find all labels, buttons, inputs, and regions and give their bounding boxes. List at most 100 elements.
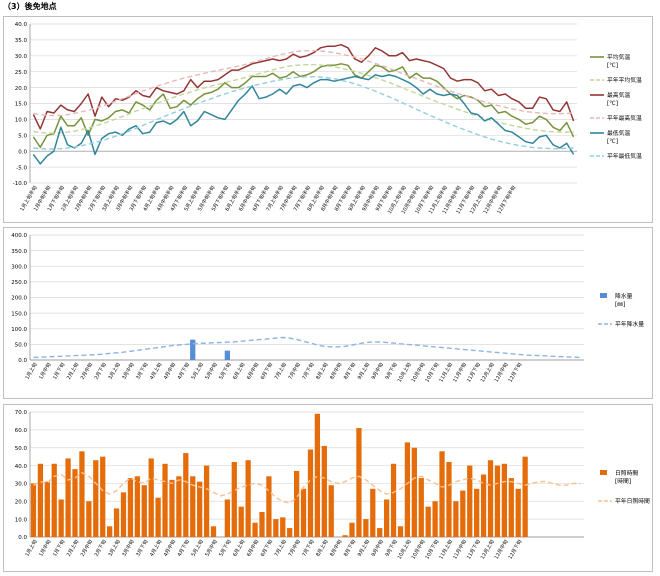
x-tick-label: 7月上旬 — [273, 362, 288, 381]
x-tick-label: 3月中旬 — [120, 362, 135, 381]
bar — [404, 442, 411, 537]
x-tick-label: 8月上旬 — [314, 362, 329, 381]
legend-label: 最低気温 — [607, 129, 630, 137]
legend-label: 平年最高気温 — [607, 114, 642, 122]
bar — [72, 469, 78, 537]
y-tick-label: 300.0 — [11, 264, 27, 270]
y-tick-label: 50.0 — [15, 446, 28, 452]
x-tick-label: 1月下旬 — [51, 362, 66, 381]
bar — [328, 485, 334, 537]
y-tick-label: 40.0 — [15, 22, 28, 28]
bar — [273, 519, 279, 537]
bar — [79, 451, 85, 537]
x-tick-label: 9月上旬 — [356, 362, 371, 381]
legend-label: 日照時間 — [615, 469, 638, 477]
x-tick-label: 6月下旬 — [259, 362, 274, 381]
x-tick-label: 3月下旬 — [134, 539, 149, 558]
x-tick-label: 5月下旬 — [217, 362, 232, 381]
legend-unit: [℃] — [607, 100, 618, 107]
bar — [162, 463, 168, 537]
bar — [113, 508, 120, 537]
y-tick-label: 0.0 — [18, 149, 27, 155]
bar — [224, 350, 230, 360]
bar — [487, 460, 494, 537]
x-tick-label: 6月上旬 — [231, 362, 246, 381]
y-tick-label: 20.0 — [15, 86, 28, 92]
bar — [425, 506, 431, 537]
x-tick-label: 1月中旬 — [37, 539, 52, 558]
bar — [384, 499, 390, 537]
y-tick-label: 10.0 — [15, 517, 28, 523]
y-tick-label: 40.0 — [15, 464, 28, 470]
y-tick-label: -10.0 — [13, 181, 28, 187]
bar — [314, 413, 321, 537]
x-tick-label: 3月上旬 — [107, 362, 122, 381]
bar — [377, 528, 383, 537]
x-tick-label: 2月下旬 — [93, 362, 108, 381]
bar — [307, 449, 314, 537]
bar — [508, 478, 514, 537]
x-tick-label: 4月上旬 — [148, 539, 163, 558]
bar — [467, 465, 473, 537]
legend-label: 平年最低気温 — [607, 152, 642, 160]
bar — [44, 481, 50, 537]
y-tick-label: 100.0 — [11, 327, 27, 333]
y-tick-label: 25.0 — [15, 70, 28, 76]
bar — [432, 501, 438, 537]
bar — [148, 458, 154, 537]
series-line — [32, 63, 575, 149]
bar — [86, 501, 92, 537]
bar — [127, 478, 134, 537]
bar — [231, 462, 237, 537]
x-tick-label: 5月上旬 — [190, 539, 205, 558]
bar — [349, 522, 355, 537]
precipitation-chart: 0.0 50.0 100.0 150.0 200.0 250.0 300.0 350.0 400… — [11, 233, 644, 383]
bar — [515, 488, 521, 537]
bar — [446, 462, 452, 537]
bar — [363, 519, 369, 537]
page-title: （3）後免地点 — [3, 2, 57, 11]
bar — [238, 506, 244, 537]
y-tick-label: 200.0 — [11, 296, 27, 302]
y-tick-label: 400.0 — [11, 233, 27, 239]
x-tick-label: 5月上旬 — [190, 362, 205, 381]
y-tick-label: 5.0 — [18, 134, 27, 140]
bar — [321, 445, 327, 537]
x-tick-label: 6月下旬 — [259, 539, 274, 558]
x-tick-label: 9月下旬 — [384, 362, 399, 381]
bar — [266, 476, 272, 537]
series-line — [33, 336, 581, 359]
sunshine-chart: 0.0 10.0 20.0 30.0 40.0 50.0 60.0 70.0 1月上旬 1月中旬 1… — [15, 410, 650, 560]
legend-label: 平均気温 — [607, 53, 630, 61]
x-tick-label: 2月中旬 — [79, 539, 94, 558]
x-tick-label: 7月下旬 — [301, 362, 316, 381]
bar — [390, 463, 397, 537]
x-tick-label: 4月下旬 — [176, 539, 191, 558]
bar — [176, 476, 182, 537]
bar — [107, 526, 113, 537]
x-tick-label: 3月上旬 — [107, 539, 122, 558]
series-line — [33, 76, 574, 150]
bar — [37, 463, 44, 537]
x-tick-label: 1月下旬 — [51, 539, 66, 558]
legend-unit: [時間] — [615, 477, 631, 485]
series-line — [33, 471, 581, 504]
bar — [190, 476, 196, 537]
legend-label: 平年降水量 — [615, 320, 644, 328]
legend-label: 降水量 — [615, 292, 633, 300]
bar — [418, 478, 424, 537]
y-tick-label: 15.0 — [15, 102, 28, 108]
bar — [522, 456, 528, 537]
legend-label: 平年日照時間 — [615, 497, 650, 505]
y-tick-label: 0.0 — [18, 358, 27, 364]
series-line — [33, 64, 574, 134]
x-tick-label: 6月中旬 — [245, 539, 260, 558]
x-tick-label: 1月上旬 — [24, 362, 39, 381]
y-tick-label: 30.0 — [15, 482, 28, 488]
x-tick-label: 7月上旬 — [273, 539, 288, 558]
y-tick-label: -5.0 — [16, 165, 27, 171]
bar — [134, 476, 140, 537]
bar — [65, 458, 71, 537]
bar — [58, 499, 64, 537]
x-tick-label: 2月上旬 — [65, 539, 80, 558]
